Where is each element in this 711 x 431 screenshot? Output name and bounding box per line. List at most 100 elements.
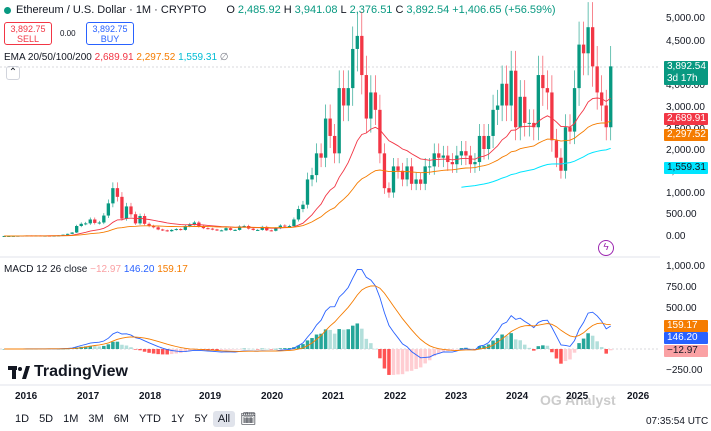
lightning-icon[interactable]: ϟ — [598, 240, 614, 256]
macd-histogram-bar — [504, 335, 509, 349]
macd-histogram-bar — [301, 344, 305, 349]
macd-histogram-bar — [237, 349, 242, 350]
macd-histogram-bar — [151, 349, 156, 354]
candle-body — [323, 118, 328, 158]
open-label: O — [226, 4, 235, 16]
candle-body — [174, 229, 178, 231]
macd-histogram-bar — [595, 341, 599, 349]
ema50-value: 2,297.52 — [136, 52, 176, 63]
candle-body — [75, 225, 79, 233]
macd-histogram-bar — [409, 349, 414, 371]
time-axis-label: 2016 — [15, 391, 38, 402]
candle-body — [251, 228, 255, 230]
range-ytd-button[interactable]: YTD — [138, 412, 161, 425]
symbol-header[interactable]: Ethereum / U.S. Dollar · 1M · CRYPTO O 2,… — [4, 4, 556, 16]
macd-histogram-bar — [563, 349, 568, 362]
ema20-line — [4, 97, 611, 237]
macd-line-value: 146.20 — [123, 264, 155, 275]
change-value: +1,406.65 (+56.59%) — [452, 4, 556, 16]
candle-body — [459, 151, 464, 156]
candle-body — [396, 166, 400, 171]
macd-histogram-bar — [314, 334, 319, 349]
macd-histogram-bar — [423, 349, 427, 364]
candle-body — [387, 188, 391, 193]
macd-histogram-bar — [545, 345, 550, 349]
macd-histogram-bar — [382, 349, 387, 369]
range-5d-button[interactable]: 5D — [39, 412, 54, 425]
macd-histogram-bar — [224, 349, 228, 350]
tradingview-logo[interactable]: TradingView — [8, 363, 128, 381]
utc-clock[interactable]: 07:35:54 UTC — [646, 416, 709, 427]
time-axis-label: 2025 — [566, 391, 589, 402]
symbol-title[interactable]: Ethereum / U.S. Dollar · 1M · CRYPTO — [16, 4, 207, 16]
macd-histogram-bar — [509, 333, 513, 349]
macd-histogram-bar — [581, 338, 586, 349]
candle-body — [446, 155, 450, 163]
candle-body — [450, 162, 454, 165]
calendar-icon[interactable]: 🗓 — [240, 410, 257, 426]
macd-histogram-bar — [536, 346, 541, 349]
candle-body — [423, 166, 427, 184]
macd-histogram-bar — [260, 348, 265, 350]
macd-histogram-bar — [142, 349, 147, 352]
candle-body — [346, 88, 350, 106]
candle-body — [142, 215, 147, 224]
tradingview-icon — [8, 365, 30, 379]
candle-body — [115, 188, 120, 197]
range-3m-button[interactable]: 3M — [88, 412, 104, 425]
candle-body — [201, 226, 206, 229]
candle-body — [441, 155, 445, 158]
candlestick-series — [2, 2, 613, 237]
range-all-button[interactable]: All — [212, 410, 236, 427]
candle-body — [518, 96, 522, 128]
collapse-indicators-button[interactable]: ⌃ — [6, 66, 20, 80]
price-axis-label: 3,000.00 — [666, 102, 705, 113]
macd-histogram-bar — [522, 344, 527, 349]
macd-axis-label: 1,000.00 — [666, 261, 705, 272]
candle-body — [337, 88, 341, 154]
macd-histogram-bar — [124, 345, 129, 349]
macd-histogram-bar — [169, 349, 174, 355]
candle-body — [170, 229, 174, 232]
candle-body — [595, 66, 599, 93]
candle-body — [351, 48, 355, 89]
candle-body — [65, 233, 70, 235]
candle-body — [568, 127, 572, 132]
bar-countdown: 3d 17h — [667, 73, 698, 84]
range-1d-button[interactable]: 1D — [15, 412, 30, 425]
macd-histogram-bar — [274, 348, 278, 350]
ema100-value: 1,559.31 — [178, 52, 218, 63]
ema100-line — [461, 147, 611, 188]
range-5y-button[interactable]: 5Y — [194, 412, 208, 425]
range-6m-button[interactable]: 6M — [113, 412, 129, 425]
candle-body — [563, 127, 568, 171]
macd-axis-label: 750.00 — [666, 282, 697, 293]
range-1y-button[interactable]: 1Y — [170, 412, 185, 425]
candle-body — [215, 229, 219, 231]
candle-body — [161, 229, 165, 231]
macd-histogram-bar — [554, 349, 559, 359]
ema-legend[interactable]: EMA 20/50/100/200 2,689.91 2,297.52 1,55… — [4, 52, 229, 63]
sell-button[interactable]: 3,892.75 SELL — [4, 22, 52, 45]
high-label: H — [283, 4, 292, 16]
macd-histogram-bar — [459, 348, 464, 349]
time-axis-label: 2026 — [627, 391, 650, 402]
macd-histogram-bar — [495, 338, 500, 349]
candle-body — [409, 166, 414, 184]
candle-body — [237, 226, 242, 230]
candle-body — [477, 135, 482, 163]
macd-histogram-bar — [120, 344, 124, 349]
macd-histogram-bar — [246, 348, 251, 350]
low-label: L — [340, 4, 347, 16]
macd-histogram-bar — [332, 333, 337, 349]
price-axis-label: 2,000.00 — [666, 145, 705, 156]
candle-body — [97, 222, 101, 224]
price-axis-label: 4,000.00 — [666, 80, 705, 91]
buy-button[interactable]: 3,892.75 BUY — [86, 22, 134, 45]
range-1m-button[interactable]: 1M — [63, 412, 79, 425]
macd-histogram-bar — [346, 329, 350, 349]
macd-histogram-bar — [590, 335, 595, 349]
macd-legend[interactable]: MACD 12 26 close −12.97 146.20 159.17 — [4, 264, 188, 275]
candle-body — [179, 229, 183, 231]
